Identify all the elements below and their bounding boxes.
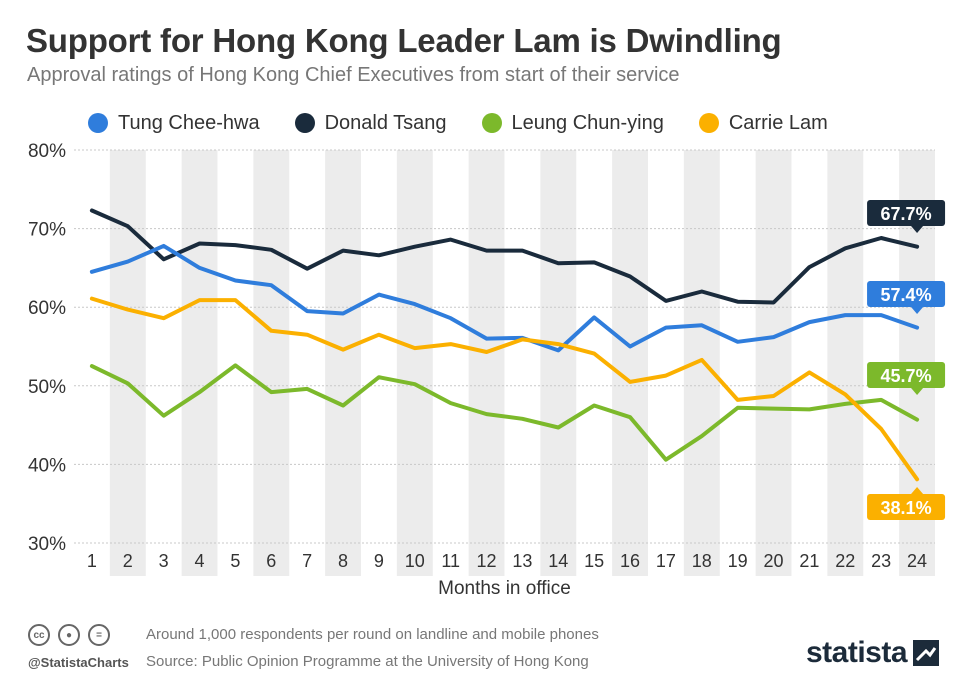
x-tick-label: 4: [195, 551, 205, 571]
twitter-handle[interactable]: @StatistaCharts: [28, 655, 129, 670]
footnote: Around 1,000 respondents per round on la…: [146, 626, 599, 643]
end-label-pointer: [911, 226, 924, 233]
line-chart: 30%40%50%60%70%80%1 2 3 4 5 6 7 8 9 10 11 12 13 14 15 1…: [28, 141, 946, 599]
x-tick-label: 20: [764, 551, 784, 571]
end-label-pointer: [911, 487, 924, 494]
x-tick-label: 13: [512, 551, 532, 571]
column-band: [612, 150, 648, 576]
source-note: Source: Public Opinion Programme at the …: [146, 653, 589, 670]
y-tick-label: 40%: [28, 455, 66, 476]
x-tick-label: 6: [266, 551, 276, 571]
x-tick-label: 3: [159, 551, 169, 571]
series-line-2: [89, 363, 920, 462]
x-tick-label: 5: [230, 551, 240, 571]
legend-swatch-tung: [88, 113, 108, 133]
end-label-pointer: [911, 388, 924, 395]
column-band: [325, 150, 361, 576]
x-tick-label: 7: [302, 551, 312, 571]
end-label-box: [867, 362, 946, 388]
column-band: [468, 150, 505, 576]
end-label-pointer: [911, 307, 924, 314]
legend-label-tung: Tung Chee-hwa: [118, 111, 260, 134]
legend-item-tsang: Donald Tsang: [294, 111, 447, 135]
x-tick-label: 24: [907, 551, 927, 571]
chart-subtitle: Approval ratings of Hong Kong Chief Exec…: [27, 64, 680, 86]
x-tick-label: 10: [405, 551, 425, 571]
column-band: [253, 150, 290, 576]
x-tick-label: 11: [441, 551, 460, 571]
series-line-0: [89, 243, 920, 353]
y-tick-label: 50%: [28, 377, 66, 398]
column-band: [540, 150, 577, 576]
x-tick-label: 18: [692, 551, 712, 571]
x-tick-label: 8: [338, 551, 348, 571]
x-tick-label: 1: [87, 551, 97, 571]
statista-logo[interactable]: statista: [806, 636, 940, 670]
column-band: [396, 150, 433, 576]
legend-swatch-leung: [481, 113, 502, 133]
end-value-label: 67.7%: [881, 204, 932, 224]
license-icons: cc ● =: [28, 624, 118, 646]
legend-swatch-tsang: [294, 113, 315, 133]
x-tick-label: 12: [477, 551, 497, 571]
end-value-label: 57.4%: [881, 285, 932, 305]
y-tick-label: 80%: [28, 141, 66, 162]
legend: Tung Chee-hwa Donald Tsang Leung Chun-yi…: [88, 110, 863, 136]
statista-mark-icon: [913, 640, 940, 666]
by-icon[interactable]: ●: [58, 624, 80, 646]
chart-title: Support for Hong Kong Leader Lam is Dwin…: [26, 22, 782, 59]
y-tick-label: 30%: [28, 534, 66, 555]
column-band: [109, 150, 146, 576]
column-band: [181, 150, 218, 576]
x-tick-label: 23: [871, 551, 891, 571]
legend-label-lam: Carrie Lam: [728, 111, 828, 134]
end-value-label: 38.1%: [881, 498, 932, 518]
column-band: [827, 150, 864, 576]
x-tick-label: 22: [835, 551, 855, 571]
series-line-3: [89, 296, 920, 482]
brand-name: statista: [806, 636, 908, 669]
x-tick-label: 15: [584, 551, 604, 571]
x-tick-label: 21: [799, 551, 819, 571]
end-label-box: [867, 281, 946, 307]
cc-icon[interactable]: cc: [28, 624, 50, 646]
x-tick-label: 17: [656, 551, 676, 571]
column-band: [755, 150, 792, 576]
legend-item-leung: Leung Chun-ying: [481, 111, 664, 135]
series-line-1: [89, 208, 920, 305]
y-tick-label: 70%: [28, 220, 66, 241]
legend-label-leung: Leung Chun-ying: [511, 111, 664, 134]
end-value-label: 45.7%: [881, 366, 932, 386]
x-tick-label: 9: [374, 551, 384, 571]
x-tick-label: 19: [728, 551, 748, 571]
x-tick-label: 16: [620, 551, 640, 571]
y-tick-label: 60%: [28, 298, 66, 319]
legend-item-lam: Carrie Lam: [698, 111, 828, 135]
end-label-box: [867, 494, 946, 520]
x-tick-label: 14: [548, 551, 568, 571]
x-tick-label: 2: [123, 551, 133, 571]
end-label-box: [867, 200, 946, 226]
x-axis-label: Months in office: [438, 578, 571, 599]
legend-swatch-lam: [698, 113, 719, 133]
legend-label-tsang: Donald Tsang: [324, 111, 447, 134]
legend-item-tung: Tung Chee-hwa: [88, 112, 260, 135]
column-band: [683, 150, 720, 576]
nd-icon[interactable]: =: [88, 624, 110, 646]
